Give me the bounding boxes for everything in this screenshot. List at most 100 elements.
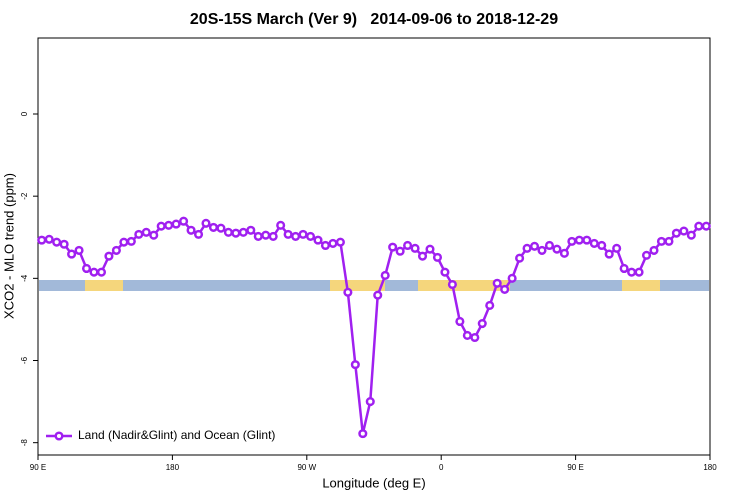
data-point [268,231,278,241]
data-point [604,249,614,259]
data-point [552,244,562,254]
data-point [193,229,204,239]
data-point [119,237,129,247]
data-point [544,240,555,251]
data-point [686,230,696,240]
data-point [253,231,263,241]
x-tick-label: 180 [703,463,717,472]
data-point [641,250,652,260]
data-point [627,267,637,277]
data-point [440,267,450,277]
x-tick-label: 90 E [30,463,46,472]
data-point [365,397,375,407]
data-point [126,236,136,246]
data-point [111,245,121,255]
data-point [701,221,711,231]
y-tick-label: -2 [20,192,29,200]
data-point [425,244,435,254]
x-tick-label: 90 E [567,463,583,472]
data-point [500,284,510,294]
data-point [634,267,644,277]
data-point [373,290,383,300]
data-point [246,225,256,235]
data-point [395,246,405,256]
data-point [283,229,293,239]
data-point [81,263,92,274]
data-point [179,216,189,226]
data-point [597,240,607,251]
data-point [671,228,681,238]
data-point [507,273,517,283]
land-strip [85,280,123,291]
x-tick-label: 90 W [297,463,316,472]
data-point [208,222,219,232]
data-point [313,235,323,245]
data-point [537,245,547,255]
data-point [201,218,211,228]
data-point [380,270,390,281]
data-point [44,234,54,244]
data-point [223,227,233,237]
data-point [589,238,599,248]
land-strip [418,280,510,291]
data-point [619,263,629,274]
y-axis-label: XCO2 - MLO trend (ppm) [1,173,16,319]
data-point [59,239,69,249]
data-point [141,227,151,237]
y-tick-label: -8 [20,439,29,447]
data-point [238,227,248,237]
data-point [171,219,181,229]
data-point [388,242,398,252]
data-point [612,243,622,253]
data-point [156,221,166,231]
data-point [343,287,353,297]
data-point [261,230,271,240]
data-point [291,231,301,241]
data-point [649,245,659,255]
data-point [276,220,286,230]
data-point [231,228,241,238]
data-point [485,300,495,311]
data-point [432,252,443,262]
data-point [455,316,465,327]
data-point [149,230,159,240]
data-point [462,330,472,340]
land-strip [330,280,385,291]
data-point [559,248,569,258]
data-point [134,229,144,239]
data-point [694,221,704,231]
data-point [104,251,114,261]
data-point [335,237,345,247]
data-point [96,267,107,277]
data-point [74,245,84,255]
y-tick-label: 0 [20,111,29,116]
data-point [515,253,525,263]
data-point [186,225,196,235]
data-point [328,238,338,248]
data-point [52,237,62,247]
data-point [447,279,457,290]
legend-marker [54,431,64,441]
data-point [67,249,77,259]
data-point [470,332,480,343]
y-tick-label: -6 [20,356,29,364]
x-tick-label: 0 [439,463,444,472]
data-point [679,226,689,236]
data-point [37,235,47,245]
data-point [522,243,532,253]
data-point [417,251,428,261]
data-point [492,278,502,288]
chart-title: 20S-15S March (Ver 9) 2014-09-06 to 2018… [190,11,558,28]
data-point [320,240,331,251]
data-point [410,243,420,253]
data-point [164,220,174,230]
data-point [529,241,540,251]
data-point [664,236,674,246]
data-point [216,223,226,233]
legend-label: Land (Nadir&Glint) and Ocean (Glint) [78,428,275,442]
data-point [403,240,413,251]
land-strip [622,280,660,291]
data-point [89,267,99,277]
